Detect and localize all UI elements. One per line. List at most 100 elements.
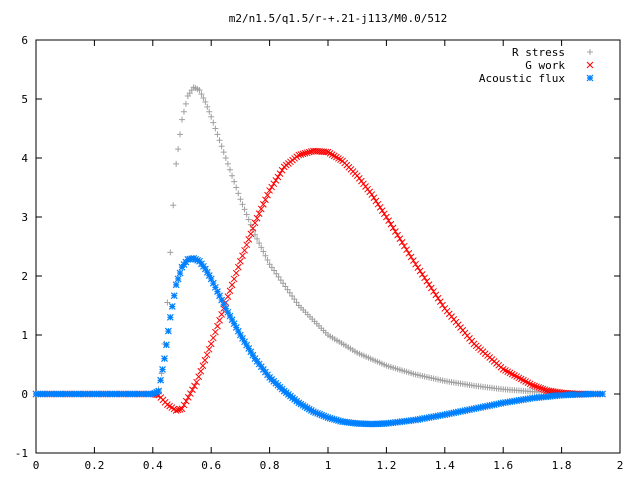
data-point — [274, 173, 282, 181]
data-point — [401, 242, 408, 250]
data-point — [235, 190, 242, 197]
data-point — [423, 277, 431, 285]
legend-label: R stress — [512, 46, 565, 59]
data-point — [266, 261, 273, 268]
data-point — [205, 272, 213, 280]
x-tick-label: 0.6 — [201, 459, 221, 472]
data-point — [541, 386, 549, 394]
data-point — [174, 275, 182, 283]
data-point — [245, 216, 252, 223]
chart-title: m2/n1.5/q1.5/r-+.21-j113/M0.0/512 — [229, 12, 448, 25]
y-tick-label: 0 — [21, 388, 28, 401]
data-point — [212, 125, 219, 132]
data-point — [378, 207, 386, 214]
data-point — [268, 264, 275, 271]
data-point — [178, 405, 186, 413]
data-point — [233, 184, 240, 191]
data-point — [209, 279, 217, 287]
data-point — [372, 197, 380, 205]
data-point — [243, 341, 251, 349]
data-point — [370, 194, 378, 202]
data-point — [237, 257, 244, 265]
data-point — [203, 351, 211, 359]
data-point — [226, 287, 234, 295]
data-point — [535, 384, 543, 391]
data-point — [374, 200, 382, 208]
data-point — [182, 397, 190, 405]
data-point — [303, 149, 311, 157]
data-point — [247, 230, 255, 238]
data-point — [436, 298, 444, 305]
data-point — [216, 292, 223, 300]
data-point — [282, 283, 289, 290]
data-point — [176, 269, 184, 277]
data-point — [414, 264, 422, 271]
data-point — [439, 301, 446, 309]
data-point — [251, 219, 259, 227]
data-point — [239, 201, 246, 208]
data-point — [407, 253, 415, 261]
data-point — [295, 151, 303, 159]
data-point — [286, 289, 293, 296]
data-point — [368, 191, 376, 198]
data-point — [168, 303, 176, 310]
data-point — [258, 244, 265, 251]
data-point — [245, 345, 253, 352]
data-point — [224, 308, 232, 316]
data-point — [276, 170, 284, 177]
data-point — [387, 220, 395, 228]
data-point — [228, 316, 236, 324]
data-point — [270, 180, 278, 188]
data-point — [222, 305, 230, 312]
data-point — [531, 382, 538, 390]
data-point — [186, 390, 194, 397]
data-point — [207, 275, 215, 283]
data-point — [249, 351, 257, 359]
data-point — [416, 267, 424, 275]
data-point — [284, 286, 291, 293]
data-point — [203, 268, 211, 276]
series-layer — [32, 84, 606, 428]
data-point — [403, 246, 410, 254]
x-tick-label: 1.2 — [376, 459, 396, 472]
data-point — [297, 151, 305, 158]
data-point — [180, 108, 187, 115]
data-point — [280, 280, 287, 287]
data-point — [230, 320, 238, 328]
data-point — [396, 235, 404, 243]
data-point — [224, 160, 231, 167]
data-point — [216, 316, 223, 324]
data-point — [163, 341, 170, 349]
x-tick-label: 2 — [617, 459, 624, 472]
data-point — [254, 235, 261, 242]
data-point — [212, 328, 219, 336]
x-tick-label: 1.4 — [435, 459, 455, 472]
data-point — [239, 334, 246, 342]
data-point — [277, 277, 284, 284]
data-point — [418, 271, 426, 278]
data-point — [172, 281, 180, 289]
data-point — [305, 148, 313, 156]
data-point — [271, 267, 278, 274]
data-point — [262, 196, 269, 204]
x-tick-label: 0 — [33, 459, 40, 472]
data-point — [218, 310, 225, 318]
data-point — [320, 412, 328, 420]
data-point — [218, 296, 226, 304]
y-tick-label: 3 — [21, 211, 28, 224]
data-point — [394, 231, 401, 239]
data-point — [226, 312, 234, 320]
data-point — [210, 119, 217, 126]
data-point — [241, 246, 248, 254]
data-point — [301, 149, 309, 157]
data-point — [405, 249, 413, 257]
data-point — [599, 390, 606, 398]
data-point — [260, 248, 267, 255]
data-point — [230, 275, 238, 283]
data-point — [268, 183, 276, 191]
data-point — [189, 386, 196, 394]
data-point — [245, 235, 253, 243]
data-point — [262, 252, 269, 259]
data-point — [161, 355, 168, 363]
